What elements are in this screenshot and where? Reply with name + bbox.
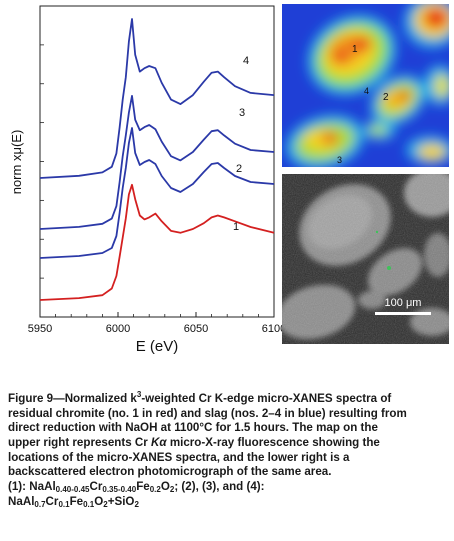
caption-line-3: direct reduction with NaOH at 1100°C for… xyxy=(8,421,378,435)
spectrum-line-4 xyxy=(39,18,275,179)
figure-caption: Figure 9—Normalized k3-weighted Cr K-edg… xyxy=(8,388,446,509)
map-label-3: 3 xyxy=(337,155,342,165)
series-label-4: 4 xyxy=(243,55,249,67)
spectrum-line-1 xyxy=(39,183,275,301)
chart-layer: 5950 6000 6050 6100 4 3 2 1 xyxy=(28,18,286,335)
cr-fluorescence-map: 1 4 2 3 xyxy=(282,4,449,167)
plot-frame xyxy=(39,5,275,318)
caption-line-4: upper right represents Cr Kα micro-X-ray… xyxy=(8,435,380,449)
x-axis-label: E (eV) xyxy=(136,338,179,355)
xanes-chart: 5950 6000 6050 6100 4 3 2 1 E (eV) norm xμ(E) xyxy=(9,5,286,355)
caption-line-5: locations of the micro-XANES spectra, an… xyxy=(8,450,350,464)
map-label-1: 1 xyxy=(352,44,358,55)
series-label-1: 1 xyxy=(233,221,239,233)
x-tick-label-5950: 5950 xyxy=(28,323,52,335)
map-label-2: 2 xyxy=(383,92,389,103)
spectrum-line-2 xyxy=(39,127,275,259)
caption-line-2: residual chromite (no. 1 in red) and sla… xyxy=(8,406,407,420)
scale-bar xyxy=(375,312,431,315)
caption-line-1: Figure 9—Normalized k3-weighted Cr K-edg… xyxy=(8,390,392,405)
x-tick-label-6100: 6100 xyxy=(262,323,286,335)
bse-photomicrograph: 100 μm xyxy=(282,174,449,344)
caption-formula-1: (1): NaAl0.40-0.45Cr0.35-0.40Fe0.2O2; (2… xyxy=(8,480,265,495)
caption-line-6: backscattered electron photomicrograph o… xyxy=(8,465,332,479)
scale-bar-label: 100 μm xyxy=(385,297,422,309)
caption-formula-2: NaAl0.7Cr0.1Fe0.1O2+SiO2 xyxy=(8,494,139,509)
x-tick-label-6050: 6050 xyxy=(184,323,208,335)
x-tick-label-6000: 6000 xyxy=(106,323,130,335)
series-label-3: 3 xyxy=(239,107,245,119)
series-label-2: 2 xyxy=(236,163,242,175)
spectrum-line-3 xyxy=(39,95,275,230)
y-axis-label: norm xμ(E) xyxy=(9,130,24,195)
figure-9: 5950 6000 6050 6100 4 3 2 1 E (eV) norm xμ(E) xyxy=(9,4,449,355)
map-label-4: 4 xyxy=(364,86,369,96)
